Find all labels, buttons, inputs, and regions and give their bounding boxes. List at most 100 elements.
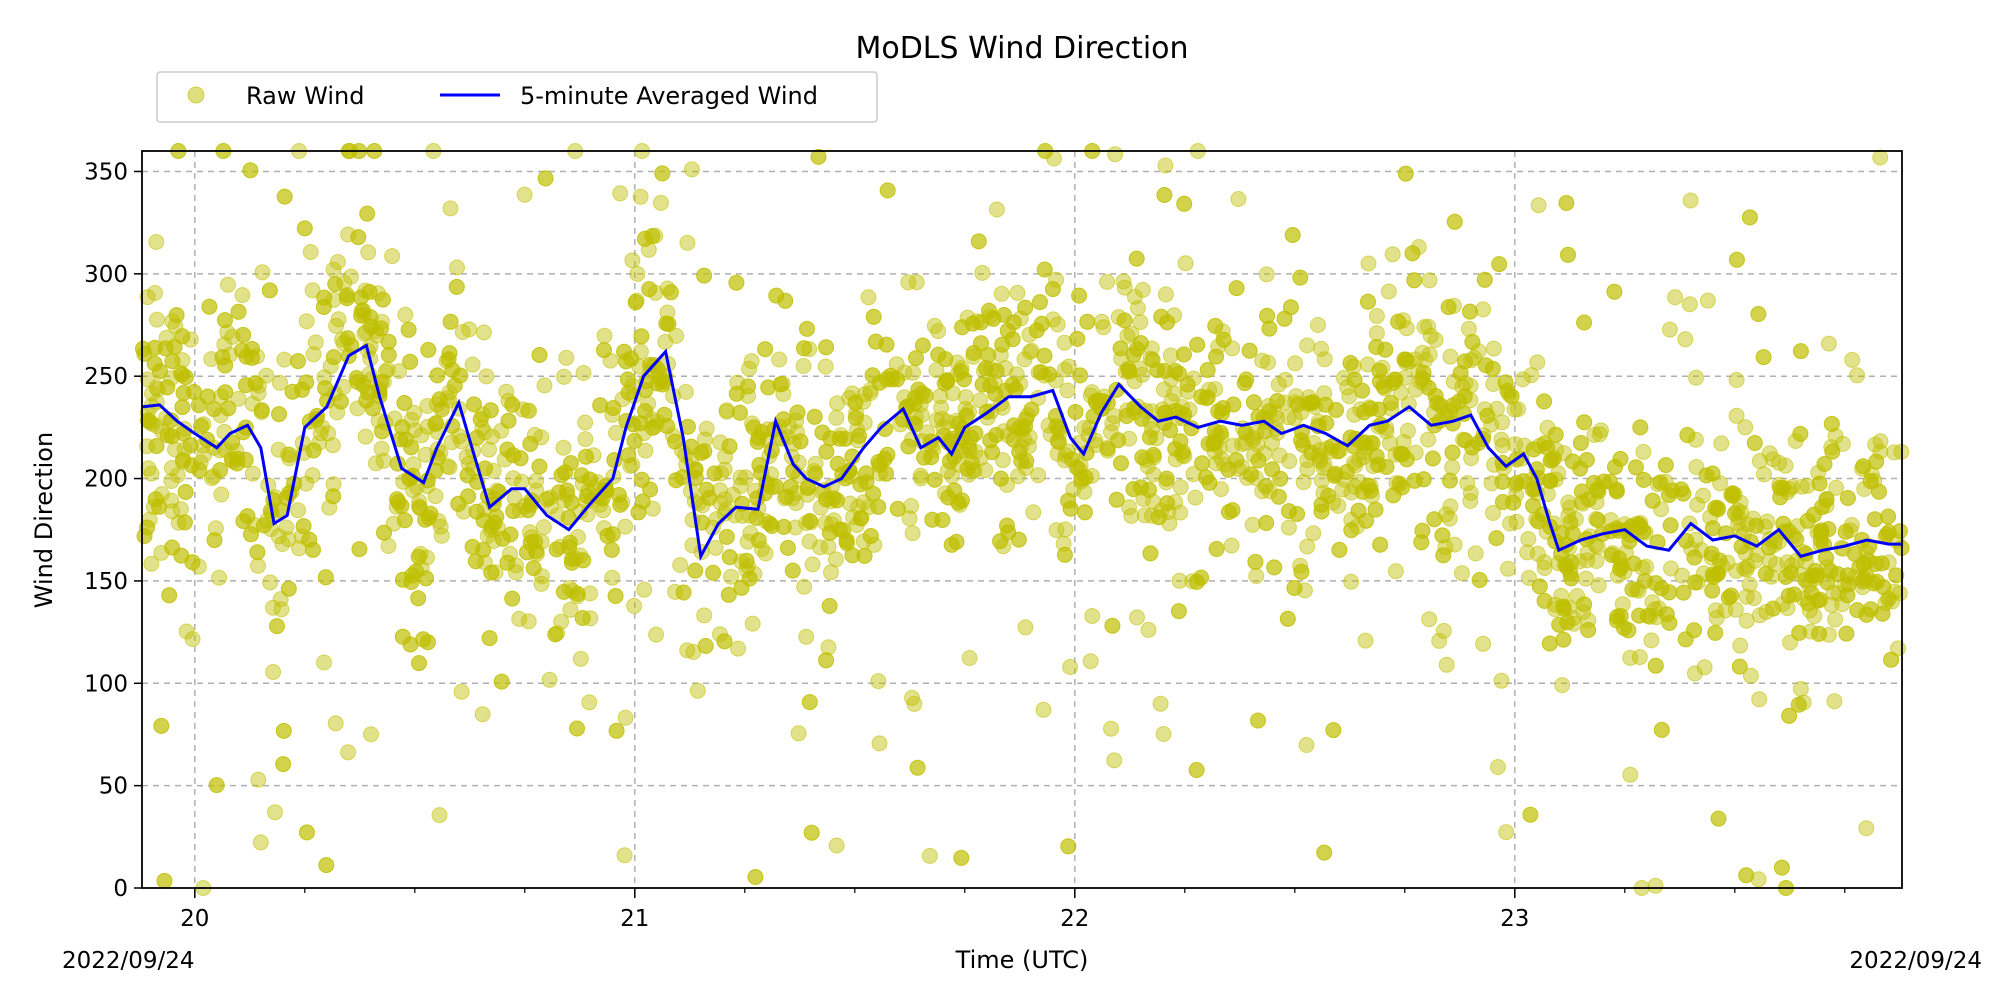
raw-wind-point (190, 397, 207, 414)
raw-wind-point (1751, 453, 1768, 469)
raw-wind-point (1536, 560, 1553, 576)
raw-wind-point (1757, 565, 1774, 582)
raw-wind-point (1016, 351, 1033, 368)
raw-wind-point (357, 428, 374, 445)
raw-wind-point (581, 694, 598, 711)
raw-wind-point (1462, 303, 1478, 320)
raw-wind-point (350, 229, 367, 246)
raw-wind-point (569, 720, 585, 737)
raw-wind-point (1731, 658, 1748, 675)
raw-wind-point (1372, 536, 1389, 553)
raw-wind-point (1420, 431, 1437, 448)
raw-wind-point (961, 650, 978, 666)
raw-wind-point (1723, 587, 1740, 604)
raw-wind-point (1188, 762, 1205, 778)
raw-wind-point (217, 312, 233, 329)
raw-wind-point (1724, 487, 1741, 504)
raw-wind-point (871, 735, 888, 752)
raw-wind-point (632, 188, 649, 205)
raw-wind-point (1048, 522, 1065, 539)
raw-wind-point (148, 438, 165, 454)
raw-wind-point (570, 529, 586, 545)
raw-wind-point (520, 402, 536, 419)
raw-wind-point (1662, 517, 1679, 534)
raw-wind-point (1364, 435, 1381, 452)
raw-wind-point (798, 628, 815, 645)
raw-wind-point (481, 630, 498, 647)
y-tick-label: 50 (99, 774, 128, 800)
raw-wind-point (1687, 431, 1704, 448)
raw-wind-point (276, 351, 293, 368)
y-tick-label: 150 (84, 569, 128, 595)
raw-wind-point (234, 287, 251, 304)
raw-wind-point (1632, 519, 1649, 536)
raw-wind-point (1018, 453, 1035, 470)
raw-wind-point (140, 460, 157, 477)
raw-wind-point (1590, 577, 1607, 594)
raw-wind-point (1811, 475, 1828, 492)
raw-wind-point (1647, 657, 1664, 674)
raw-wind-point (1176, 195, 1193, 212)
raw-wind-point (153, 717, 170, 734)
raw-wind-point (1287, 355, 1304, 372)
raw-wind-point (1555, 631, 1572, 648)
raw-wind-point (921, 847, 938, 864)
raw-wind-point (608, 722, 625, 739)
raw-wind-point (159, 427, 176, 444)
raw-wind-point (1738, 867, 1755, 884)
raw-wind-point (1346, 478, 1363, 495)
raw-wind-point (779, 539, 796, 556)
raw-wind-point (1576, 314, 1593, 331)
raw-wind-point (182, 331, 199, 348)
raw-wind-point (1112, 340, 1129, 357)
raw-wind-point (1293, 563, 1310, 580)
raw-wind-point (943, 536, 960, 553)
raw-wind-point (448, 278, 465, 295)
raw-wind-point (235, 513, 252, 530)
raw-wind-point (1119, 327, 1136, 344)
raw-wind-point (1230, 191, 1247, 207)
raw-wind-point (1891, 523, 1908, 540)
raw-wind-point (1387, 563, 1404, 580)
raw-wind-point (1494, 437, 1511, 454)
raw-wind-point (1883, 651, 1900, 668)
raw-wind-point (483, 518, 500, 535)
raw-wind-point (713, 465, 730, 482)
raw-wind-point (1485, 505, 1501, 521)
raw-wind-point (847, 409, 864, 426)
raw-wind-point (1475, 301, 1492, 318)
raw-wind-point (1170, 603, 1187, 620)
raw-wind-point (1316, 456, 1333, 473)
raw-wind-point (280, 580, 297, 597)
raw-wind-point (1159, 314, 1176, 331)
raw-wind-point (547, 626, 564, 643)
raw-wind-point (1390, 313, 1407, 330)
raw-wind-point (967, 425, 984, 442)
x-date-right: 2022/09/24 (1849, 948, 1982, 974)
raw-wind-point (1244, 516, 1261, 533)
raw-wind-point (182, 437, 199, 454)
raw-wind-point (1067, 403, 1084, 420)
raw-wind-point (1622, 766, 1639, 783)
raw-wind-point (1059, 382, 1076, 399)
y-axis: 0 50 100 150 200 250 300 350 (84, 159, 142, 902)
raw-wind-point (771, 351, 788, 368)
raw-wind-point (380, 538, 397, 554)
raw-wind-point (760, 379, 777, 396)
raw-wind-point (396, 512, 413, 529)
raw-wind-point (531, 347, 548, 363)
raw-wind-point (1415, 364, 1432, 381)
raw-wind-point (1484, 360, 1501, 377)
raw-wind-point (1214, 400, 1231, 417)
raw-wind-point (1049, 433, 1066, 450)
raw-wind-point (1280, 519, 1297, 536)
raw-wind-point (305, 442, 322, 459)
raw-wind-point (324, 437, 341, 454)
y-tick-label: 250 (84, 364, 128, 390)
raw-wind-point (1704, 520, 1721, 537)
raw-wind-point (616, 847, 633, 864)
raw-wind-point (217, 357, 234, 374)
raw-wind-point (981, 302, 997, 319)
raw-wind-point (1485, 340, 1502, 357)
raw-wind-point (1647, 877, 1664, 894)
